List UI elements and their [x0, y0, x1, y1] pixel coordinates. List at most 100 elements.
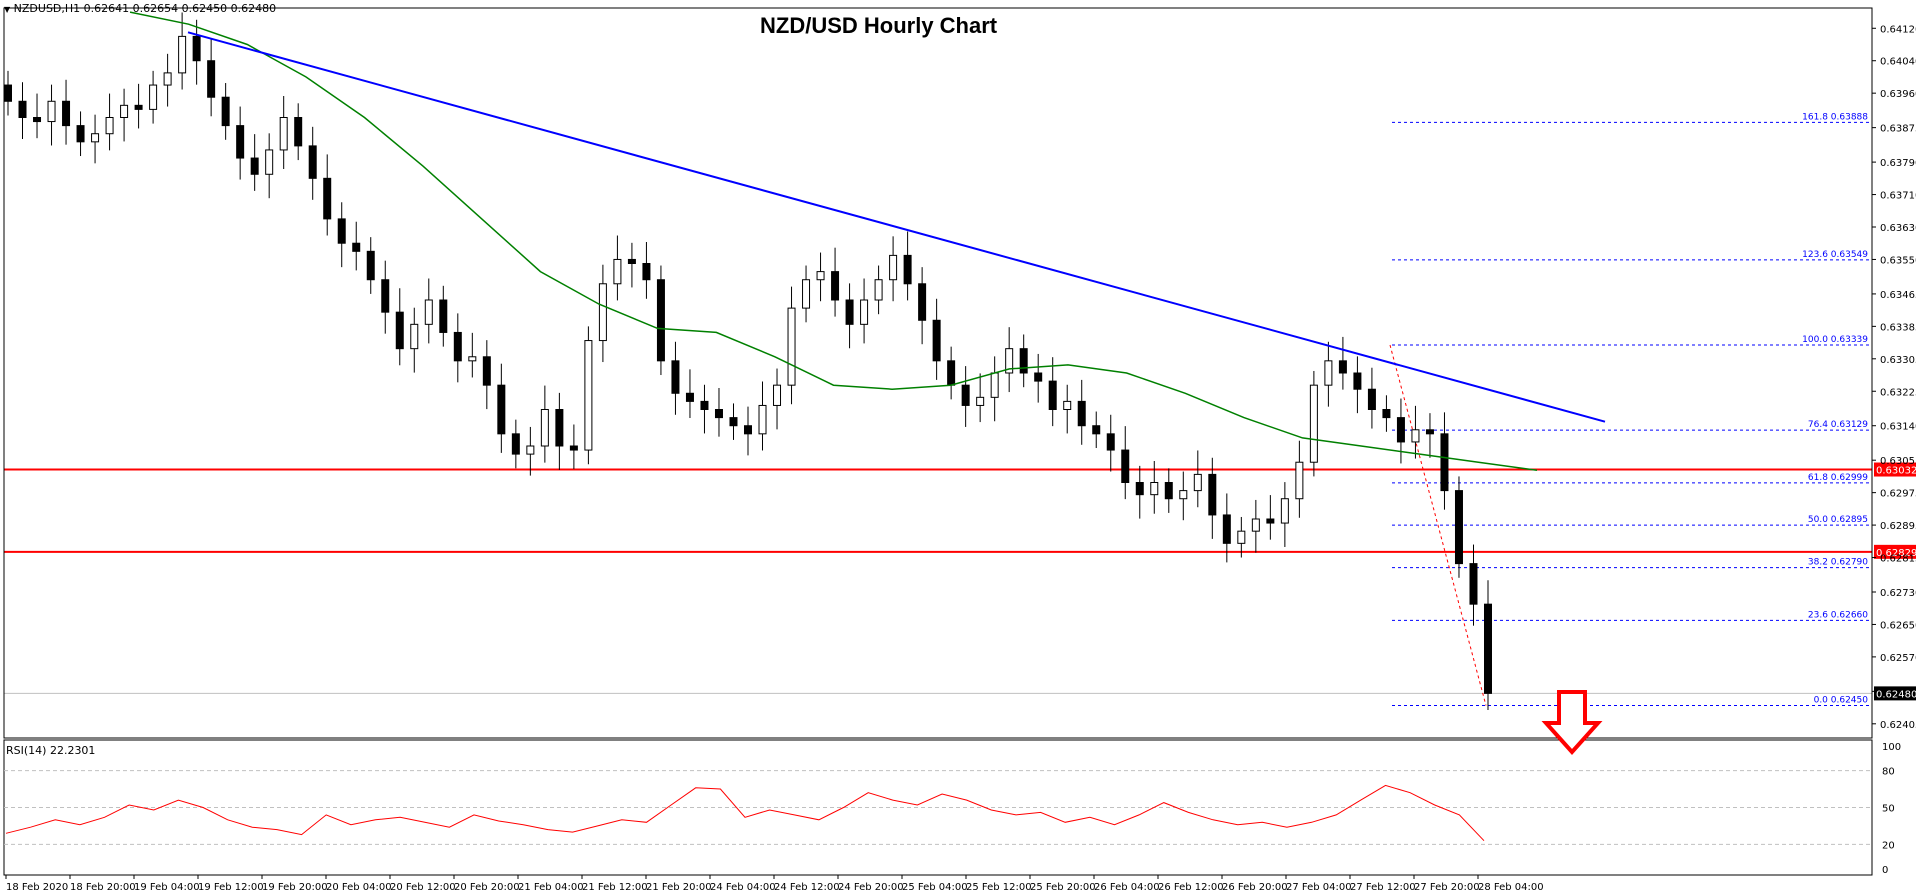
x-tick-label: 19 Feb 04:00 — [134, 882, 200, 893]
bull-candle — [120, 104, 129, 119]
bull-candle — [178, 35, 187, 74]
y-tick-label: 0.63465 — [1880, 290, 1916, 301]
bear-candle — [961, 384, 970, 406]
x-tick-label: 21 Feb 12:00 — [582, 882, 648, 893]
bear-candle — [1454, 490, 1463, 565]
bear-candle — [250, 157, 259, 175]
bull-candle — [1280, 498, 1289, 524]
fib-level-label: 76.4 0.63129 — [1808, 420, 1868, 430]
bull-candle — [526, 445, 535, 455]
horizontal-levels: 0.63032 0.62829 — [4, 462, 1916, 559]
bear-candle — [33, 117, 42, 123]
bull-candle — [598, 283, 607, 342]
bear-candle — [1338, 360, 1347, 374]
dropdown-triangle-icon[interactable]: ▼ — [4, 5, 11, 14]
fibonacci-levels: 161.8 0.63888 123.6 0.63549 100.0 0.63339 7… — [1389, 112, 1872, 707]
bull-candle — [584, 340, 593, 451]
main-panel-frame — [3, 7, 1873, 739]
bear-candle — [831, 271, 840, 301]
bear-candle — [207, 60, 216, 98]
bull-candle — [1309, 384, 1318, 463]
fib-level-label: 50.0 0.62895 — [1808, 515, 1868, 525]
bear-candle — [671, 360, 680, 394]
rsi-tick-label: 80 — [1882, 767, 1895, 778]
bear-candle — [845, 299, 854, 325]
x-tick-label: 21 Feb 20:00 — [646, 882, 712, 893]
bearish-trendline — [187, 31, 1606, 423]
x-tick-label: 25 Feb 20:00 — [1030, 882, 1096, 893]
bear-candle — [511, 433, 520, 455]
bear-candle — [656, 279, 665, 362]
bull-candle — [874, 279, 883, 301]
bear-candle — [192, 35, 201, 62]
fib-level-label: 123.6 0.63549 — [1802, 250, 1868, 260]
bear-candle — [76, 125, 85, 143]
y-tick-label: 0.62405 — [1880, 720, 1916, 731]
y-tick-label: 0.63875 — [1880, 124, 1916, 135]
x-tick-label: 19 Feb 20:00 — [262, 882, 328, 893]
rsi-panel: 100 80 50 20 0 — [4, 742, 1901, 876]
x-tick-label: 26 Feb 12:00 — [1158, 882, 1224, 893]
chart-title: NZD/USD Hourly Chart — [760, 13, 998, 38]
bear-candle — [700, 400, 709, 410]
bear-candle — [1164, 482, 1173, 500]
bear-candle — [134, 104, 143, 110]
bull-candle — [613, 258, 622, 285]
bull-candle — [976, 396, 985, 406]
bear-candle — [1367, 388, 1376, 411]
bull-candle — [279, 117, 288, 151]
level-price-box — [1874, 462, 1916, 477]
bear-candle — [395, 311, 404, 350]
bear-candle — [1077, 400, 1086, 427]
bull-candle — [1150, 482, 1159, 496]
bear-candle — [294, 117, 303, 147]
x-tick-label: 18 Feb 2020 — [6, 882, 68, 893]
bear-candle — [932, 319, 941, 362]
bear-candle — [729, 417, 738, 427]
fib-level-label: 23.6 0.62660 — [1808, 610, 1868, 620]
bear-candle — [1222, 514, 1231, 544]
rsi-tick-label: 100 — [1882, 742, 1901, 753]
bull-candle — [1324, 360, 1333, 386]
x-tick-label: 25 Feb 04:00 — [902, 882, 968, 893]
bear-candle — [497, 384, 506, 435]
bear-candle — [439, 299, 448, 333]
bull-candle — [802, 279, 811, 309]
y-tick-label: 0.63385 — [1880, 322, 1916, 333]
bear-candle — [4, 84, 12, 102]
bear-candle — [1106, 433, 1115, 451]
bull-candle — [860, 299, 869, 325]
bull-candle — [540, 409, 549, 447]
level-price-label: 0.62829 — [1876, 548, 1916, 559]
candles — [4, 12, 1492, 711]
bear-candle — [323, 177, 332, 220]
bear-candle — [381, 279, 390, 313]
y-tick-label: 0.63305 — [1880, 355, 1916, 366]
x-tick-label: 24 Feb 20:00 — [838, 882, 904, 893]
bear-candle — [1396, 417, 1405, 443]
bull-candle — [468, 356, 477, 362]
bull-candle — [1193, 473, 1202, 492]
bear-candle — [1469, 563, 1478, 605]
fib-level-label: 0.0 0.62450 — [1814, 696, 1869, 706]
bear-candle — [1034, 372, 1043, 382]
x-tick-label: 20 Feb 12:00 — [390, 882, 456, 893]
level-price-label: 0.63032 — [1876, 466, 1916, 477]
bull-candle — [1237, 530, 1246, 544]
bull-candle — [1005, 348, 1014, 374]
x-tick-label: 28 Feb 04:00 — [1478, 882, 1544, 893]
bear-candle — [685, 392, 694, 402]
bull-candle — [265, 149, 274, 175]
rsi-label: RSI(14) 22.2301 — [6, 744, 96, 757]
fib-level-label: 100.0 0.63339 — [1802, 335, 1868, 345]
bull-candle — [91, 133, 100, 143]
